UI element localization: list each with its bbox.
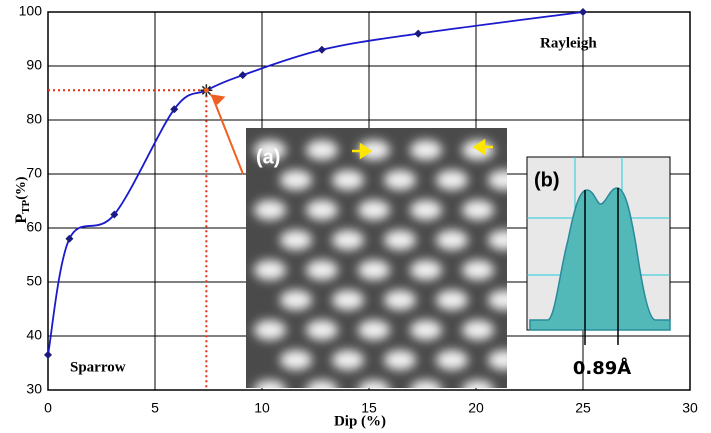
atom-blob bbox=[306, 380, 338, 388]
y-tick-label: 70 bbox=[26, 165, 42, 181]
pointer-arrow bbox=[209, 93, 244, 175]
inset-image: (a) bbox=[246, 128, 507, 388]
y-title-main: P bbox=[13, 214, 30, 224]
atom-blob bbox=[358, 260, 390, 280]
y-tick-label: 100 bbox=[19, 3, 43, 19]
atom-blob bbox=[280, 290, 312, 310]
y-tick-label: 90 bbox=[26, 57, 42, 73]
atom-blob bbox=[332, 230, 364, 250]
atom-blob bbox=[410, 380, 442, 388]
atom-blob bbox=[462, 320, 494, 340]
atom-blob bbox=[306, 260, 338, 280]
atom-blob bbox=[410, 200, 442, 220]
atom-blob bbox=[254, 200, 286, 220]
atom-blob bbox=[254, 260, 286, 280]
intensity-profile bbox=[529, 187, 671, 331]
atom-blob bbox=[306, 200, 338, 220]
y-tick-label: 60 bbox=[26, 219, 42, 235]
point-marker bbox=[238, 71, 247, 80]
atom-blob bbox=[462, 380, 494, 388]
peak-markers bbox=[584, 188, 619, 345]
atom-blob bbox=[436, 230, 468, 250]
y-title-suffix: (%) bbox=[14, 176, 29, 200]
y-title-sub: TP bbox=[20, 199, 32, 213]
plot-frame bbox=[47, 11, 691, 391]
x-tick-label: 30 bbox=[682, 400, 698, 416]
arrow-right bbox=[352, 142, 373, 160]
atom-blob bbox=[280, 170, 312, 190]
atom-blob bbox=[358, 200, 390, 220]
distance-label: 0.89Å bbox=[573, 356, 631, 379]
atom-blob bbox=[384, 170, 416, 190]
atom-blob bbox=[488, 230, 507, 250]
atom-blob bbox=[384, 290, 416, 310]
point-marker bbox=[414, 29, 423, 38]
atom-columns bbox=[254, 140, 507, 388]
atom-blob bbox=[280, 350, 312, 370]
inset-b-label: (b) bbox=[534, 169, 560, 191]
atom-blob bbox=[306, 140, 338, 160]
y-tick-label: 30 bbox=[26, 381, 42, 397]
point-marker bbox=[44, 350, 52, 359]
atom-blob bbox=[332, 290, 364, 310]
atom-blob bbox=[384, 350, 416, 370]
y-tick-label: 50 bbox=[26, 273, 42, 289]
x-tick-label: 5 bbox=[151, 400, 159, 416]
x-tick-label: 0 bbox=[44, 400, 52, 416]
atom-blob bbox=[254, 380, 286, 388]
atom-blob bbox=[488, 350, 507, 370]
atom-blob bbox=[436, 170, 468, 190]
atom-blob bbox=[410, 320, 442, 340]
atom-blob bbox=[280, 230, 312, 250]
atom-blob bbox=[436, 290, 468, 310]
point-marker bbox=[110, 210, 119, 219]
atom-blob bbox=[358, 380, 390, 388]
arrow-left bbox=[472, 138, 493, 156]
atom-blob bbox=[462, 200, 494, 220]
atom-blob bbox=[436, 350, 468, 370]
atom-blob bbox=[306, 320, 338, 340]
inset-a-label: (a) bbox=[256, 146, 280, 168]
atom-blob bbox=[488, 170, 507, 190]
atom-blob bbox=[332, 350, 364, 370]
point-marker bbox=[317, 45, 326, 54]
atom-blob bbox=[254, 140, 286, 160]
atom-blob bbox=[410, 140, 442, 160]
atom-blob bbox=[358, 320, 390, 340]
y-tick-label: 80 bbox=[26, 111, 42, 127]
annotation-rayleigh: Rayleigh bbox=[540, 35, 597, 51]
x-tick-label: 10 bbox=[254, 400, 270, 416]
atom-blob bbox=[332, 170, 364, 190]
inset-image-bg bbox=[246, 128, 507, 388]
atom-blob bbox=[488, 290, 507, 310]
point-marker bbox=[170, 105, 179, 114]
inset-profile: (b) 0.89Å bbox=[526, 156, 671, 379]
atom-blob bbox=[254, 320, 286, 340]
y-axis-title: PTP(%) bbox=[13, 176, 32, 224]
highlight-dot bbox=[203, 87, 209, 93]
x-tick-label: 20 bbox=[468, 400, 484, 416]
atom-blob bbox=[384, 230, 416, 250]
annotation-sparrow: Sparrow bbox=[70, 359, 126, 375]
point-marker bbox=[65, 234, 74, 243]
point-marker bbox=[579, 8, 587, 16]
atom-blob bbox=[410, 260, 442, 280]
x-tick-label: 25 bbox=[575, 400, 591, 416]
x-axis-title: Dip (%) bbox=[334, 413, 386, 429]
atom-blob bbox=[462, 260, 494, 280]
y-tick-label: 40 bbox=[26, 327, 42, 343]
x-tick-label: 15 bbox=[361, 400, 377, 416]
